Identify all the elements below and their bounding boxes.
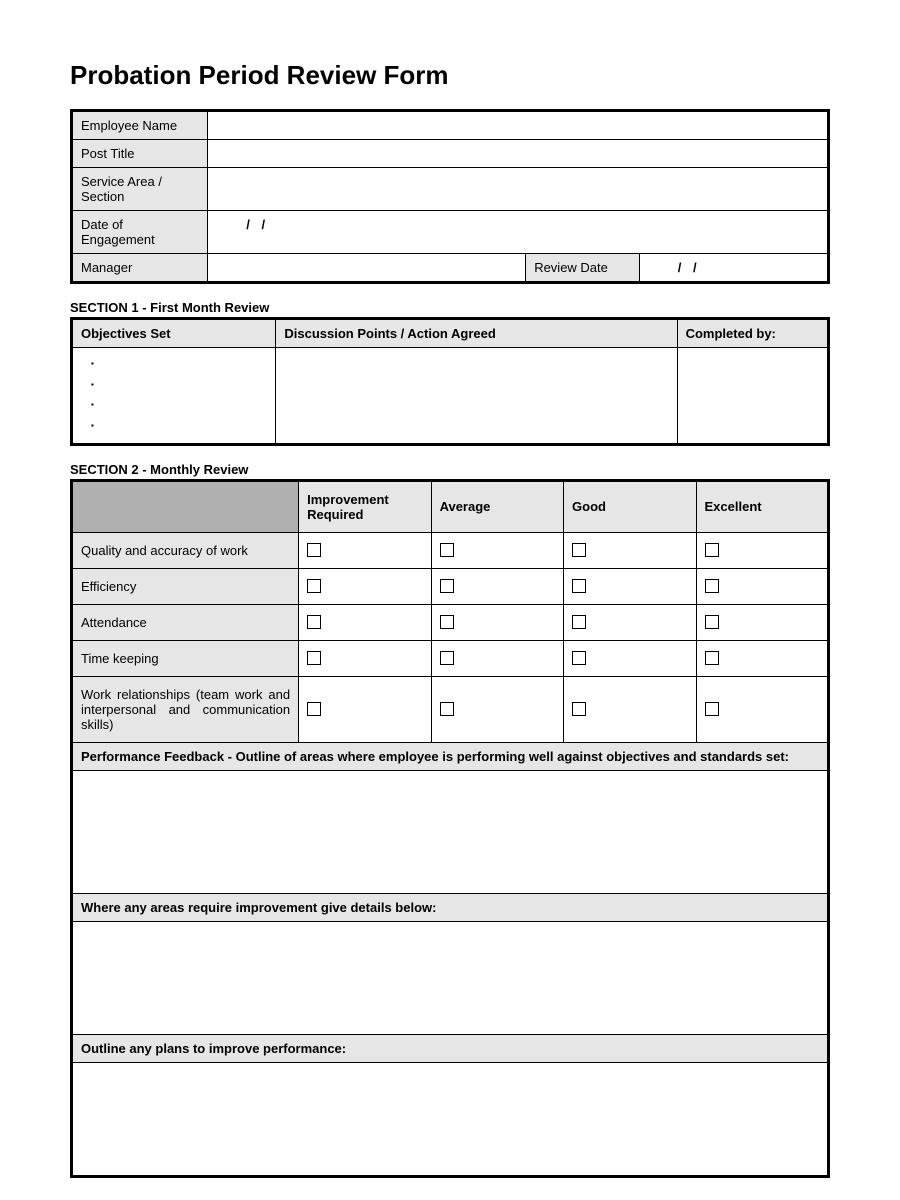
checkbox-icon[interactable]: [307, 702, 321, 716]
checkbox-icon[interactable]: [705, 615, 719, 629]
label-service-area: Service Area / Section: [72, 168, 208, 211]
field-review-date[interactable]: / /: [639, 254, 828, 283]
rating-cell[interactable]: [564, 532, 696, 568]
rating-cell[interactable]: [431, 604, 563, 640]
label-post-title: Post Title: [72, 140, 208, 168]
s1-completed-cell[interactable]: [677, 348, 828, 445]
checkbox-icon[interactable]: [440, 615, 454, 629]
label-review-date: Review Date: [526, 254, 640, 283]
plans-heading: Outline any plans to improve performance…: [72, 1034, 829, 1062]
checkbox-icon[interactable]: [572, 579, 586, 593]
feedback-heading: Performance Feedback - Outline of areas …: [72, 742, 829, 770]
criteria-label: Efficiency: [72, 568, 299, 604]
field-date-engagement[interactable]: / /: [208, 211, 829, 254]
criteria-label: Attendance: [72, 604, 299, 640]
rating-cell[interactable]: [696, 532, 829, 568]
form-page: Probation Period Review Form Employee Na…: [70, 60, 830, 1178]
rating-row: Time keeping: [72, 640, 829, 676]
rating-row: Work relationships (team work and interp…: [72, 676, 829, 742]
s1-col-objectives: Objectives Set: [72, 319, 276, 348]
bullet-item: [91, 375, 267, 396]
rating-cell[interactable]: [431, 676, 563, 742]
date-separator: / /: [648, 260, 701, 275]
s2-col-excellent: Excellent: [696, 480, 829, 532]
checkbox-icon[interactable]: [307, 615, 321, 629]
plans-field[interactable]: [72, 1062, 829, 1176]
checkbox-icon[interactable]: [307, 579, 321, 593]
section2-table: Improvement Required Average Good Excell…: [70, 479, 830, 1178]
s1-objectives-cell[interactable]: [72, 348, 276, 445]
field-post-title[interactable]: [208, 140, 829, 168]
criteria-label: Work relationships (team work and interp…: [72, 676, 299, 742]
page-title: Probation Period Review Form: [70, 60, 830, 91]
s1-col-discussion: Discussion Points / Action Agreed: [276, 319, 677, 348]
improvement-heading: Where any areas require improvement give…: [72, 893, 829, 921]
bullet-item: [91, 354, 267, 375]
employee-info-table: Employee Name Post Title Service Area / …: [70, 109, 830, 284]
field-service-area[interactable]: [208, 168, 829, 211]
section1-heading: SECTION 1 - First Month Review: [70, 300, 830, 315]
s2-col-good: Good: [564, 480, 696, 532]
checkbox-icon[interactable]: [705, 543, 719, 557]
rating-cell[interactable]: [299, 640, 431, 676]
improvement-field[interactable]: [72, 921, 829, 1034]
rating-cell[interactable]: [564, 676, 696, 742]
bullet-item: [91, 395, 267, 416]
label-date-engagement: Date of Engagement: [72, 211, 208, 254]
section1-table: Objectives Set Discussion Points / Actio…: [70, 317, 830, 446]
rating-cell[interactable]: [431, 568, 563, 604]
bullet-item: [91, 416, 267, 437]
checkbox-icon[interactable]: [705, 702, 719, 716]
rating-cell[interactable]: [564, 568, 696, 604]
date-separator: / /: [216, 217, 269, 232]
checkbox-icon[interactable]: [307, 651, 321, 665]
checkbox-icon[interactable]: [440, 579, 454, 593]
rating-row: Attendance: [72, 604, 829, 640]
rating-cell[interactable]: [299, 604, 431, 640]
checkbox-icon[interactable]: [572, 702, 586, 716]
criteria-label: Quality and accuracy of work: [72, 532, 299, 568]
rating-cell[interactable]: [431, 640, 563, 676]
s2-blank-header: [72, 480, 299, 532]
rating-cell[interactable]: [696, 640, 829, 676]
rating-cell[interactable]: [564, 640, 696, 676]
s2-col-average: Average: [431, 480, 563, 532]
checkbox-icon[interactable]: [307, 543, 321, 557]
checkbox-icon[interactable]: [440, 651, 454, 665]
checkbox-icon[interactable]: [440, 702, 454, 716]
checkbox-icon[interactable]: [572, 543, 586, 557]
rating-cell[interactable]: [431, 532, 563, 568]
rating-cell[interactable]: [696, 604, 829, 640]
label-manager: Manager: [72, 254, 208, 283]
feedback-field[interactable]: [72, 770, 829, 893]
rating-row: Efficiency: [72, 568, 829, 604]
s1-discussion-cell[interactable]: [276, 348, 677, 445]
rating-cell[interactable]: [564, 604, 696, 640]
section2-heading: SECTION 2 - Monthly Review: [70, 462, 830, 477]
rating-cell[interactable]: [299, 532, 431, 568]
label-employee-name: Employee Name: [72, 111, 208, 140]
rating-cell[interactable]: [299, 676, 431, 742]
checkbox-icon[interactable]: [572, 615, 586, 629]
s1-col-completed: Completed by:: [677, 319, 828, 348]
rating-cell[interactable]: [299, 568, 431, 604]
checkbox-icon[interactable]: [440, 543, 454, 557]
checkbox-icon[interactable]: [705, 579, 719, 593]
criteria-label: Time keeping: [72, 640, 299, 676]
checkbox-icon[interactable]: [705, 651, 719, 665]
checkbox-icon[interactable]: [572, 651, 586, 665]
field-manager[interactable]: [208, 254, 526, 283]
rating-cell[interactable]: [696, 676, 829, 742]
rating-row: Quality and accuracy of work: [72, 532, 829, 568]
rating-cell[interactable]: [696, 568, 829, 604]
field-employee-name[interactable]: [208, 111, 829, 140]
s2-col-improvement: Improvement Required: [299, 480, 431, 532]
